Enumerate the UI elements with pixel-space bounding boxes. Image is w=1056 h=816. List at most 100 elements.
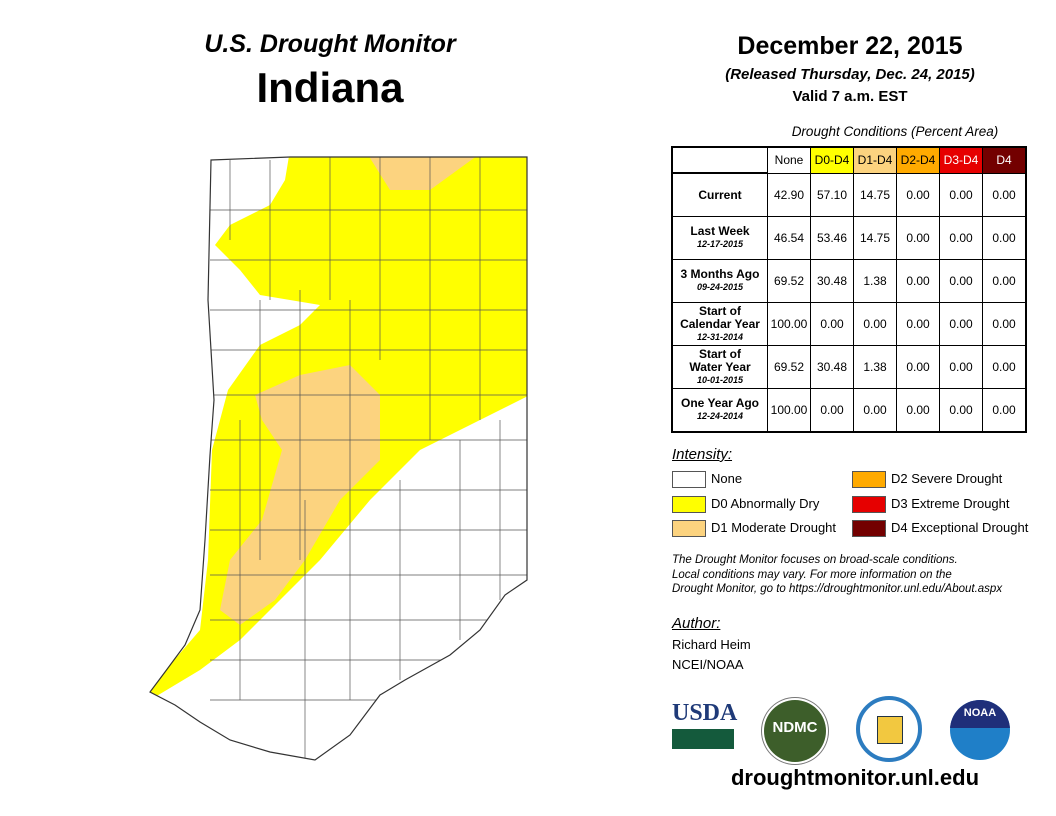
row-label-text: Last Week [690,224,750,238]
table-cell: 0.00 [982,216,1027,260]
note-line: The Drought Monitor focuses on broad-sca… [672,554,958,566]
table-cell: 0.00 [982,302,1027,346]
d1-moderate-drought-area [365,157,485,190]
column-header: None [767,146,811,174]
table-cell: 1.38 [853,345,897,389]
row-date: 12-31-2014 [696,331,744,342]
table-cell: 0.00 [896,345,940,389]
table-row: Current 42.90 57.10 14.75 0.00 0.00 0.00 [671,172,1027,217]
legend-title: Intensity: [672,446,733,463]
row-label-text: Start of [699,346,741,361]
state-name: Indiana [256,64,404,111]
table-cell: 14.75 [853,216,897,260]
note-line[interactable]: Drought Monitor, go to https://droughtmo… [672,583,1003,595]
table-cell: 69.52 [767,345,811,389]
column-header: D3-D4 [939,146,983,174]
row-label-text: Current [698,187,742,202]
row-label-text: Water Year [689,359,751,374]
table-cell: 46.54 [767,216,811,260]
author-org: NCEI/NOAA [672,657,744,672]
table-cell: 42.90 [767,172,811,217]
indiana-map [149,156,528,761]
usda-logo: USDA [672,701,737,749]
table-cell: 100.00 [767,302,811,346]
table-row: Last Week 12-17-2015 46.54 53.46 14.75 0.00 0.… [671,216,1027,260]
table-cell: 0.00 [853,388,897,433]
legend-label: D2 Severe Drought [891,471,1003,486]
table-cell: 0.00 [810,302,854,346]
table-cell: 0.00 [853,302,897,346]
row-date: 12-17-2015 [696,239,744,249]
noaa-logo: NOAA [950,700,1010,760]
row-label: Start of Calendar Year 12-31-2014 [671,302,768,346]
table-cell: 0.00 [810,388,854,433]
legend-label: D0 Abnormally Dry [711,496,820,511]
table-row: One Year Ago 12-24-2014 100.00 0.00 0.00 0.00… [671,388,1027,433]
state-outline [149,156,528,761]
table-cell: 0.00 [896,259,940,303]
column-header: D4 [982,146,1027,174]
legend-swatch [852,520,886,537]
table-cell: 57.10 [810,172,854,217]
commerce-seal-logo [856,696,922,762]
row-label: Last Week 12-17-2015 [671,216,768,260]
table-cell: 0.00 [896,302,940,346]
legend-swatch [672,520,706,537]
author-name: Richard Heim [672,637,751,652]
map-title: U.S. Drought Monitor [204,30,456,58]
table-cell: 0.00 [982,259,1027,303]
county-lines [210,157,527,760]
table-cell: 0.00 [982,388,1027,433]
table-cell: 100.00 [767,388,811,433]
legend-label: D4 Exceptional Drought [891,520,1029,535]
legend-swatch [672,471,706,488]
table-cell: 30.48 [810,345,854,389]
drought-conditions-table: None D0-D4 D1-D4 D2-D4 D3-D4 D4 Current 42.90 5… [671,146,1027,433]
table-cell: 14.75 [853,172,897,217]
ndmc-logo: NDMC [764,700,826,762]
row-date: 12-24-2014 [696,411,744,421]
valid-time: Valid 7 a.m. EST [792,88,908,105]
column-header: D2-D4 [896,146,940,174]
table-cell: 69.52 [767,259,811,303]
table-cell: 0.00 [939,388,983,433]
row-date: 09-24-2015 [696,282,744,292]
table-cell: 0.00 [982,345,1027,389]
table-cell: 53.46 [810,216,854,260]
author-label: Author: [672,615,721,632]
table-cell: 0.00 [939,216,983,260]
table-cell: 0.00 [939,302,983,346]
release-date: (Released Thursday, Dec. 24, 2015) [725,66,975,83]
table-cell: 0.00 [896,216,940,260]
legend-label: D1 Moderate Drought [711,520,837,535]
table-cell: 0.00 [982,172,1027,217]
map-date: December 22, 2015 [737,32,963,60]
table-cell: 0.00 [939,259,983,303]
row-label-text: Start of [699,303,741,318]
column-header: D0-D4 [810,146,854,174]
table-row: Start of Calendar Year 12-31-2014 100.00 0.0… [671,302,1027,346]
table-cell: 0.00 [896,388,940,433]
column-header: D1-D4 [853,146,897,174]
table-row: 3 Months Ago 09-24-2015 69.52 30.48 1.38 0.00… [671,259,1027,303]
row-date: 10-01-2015 [696,374,744,385]
disclaimer-note: The Drought Monitor focuses on broad-sca… [672,553,1002,597]
corner-cell [672,147,768,174]
website-url[interactable]: droughtmonitor.unl.edu [730,765,980,790]
row-label-text: Calendar Year [680,316,760,331]
table-caption: Drought Conditions (Percent Area) [791,124,999,139]
legend-label: D3 Extreme Drought [891,496,1010,511]
table-cell: 1.38 [853,259,897,303]
table-cell: 0.00 [939,345,983,389]
row-label: One Year Ago 12-24-2014 [671,388,768,433]
row-label: Start of Water Year 10-01-2015 [671,345,768,389]
row-label-text: 3 Months Ago [680,267,760,281]
legend-label: None [711,471,743,486]
row-label: 3 Months Ago 09-24-2015 [671,259,768,303]
table-cell: 30.48 [810,259,854,303]
legend-swatch [672,496,706,513]
legend-swatch [852,496,886,513]
table-row: Start of Water Year 10-01-2015 69.52 30.48 1.… [671,345,1027,389]
table-cell: 0.00 [939,172,983,217]
